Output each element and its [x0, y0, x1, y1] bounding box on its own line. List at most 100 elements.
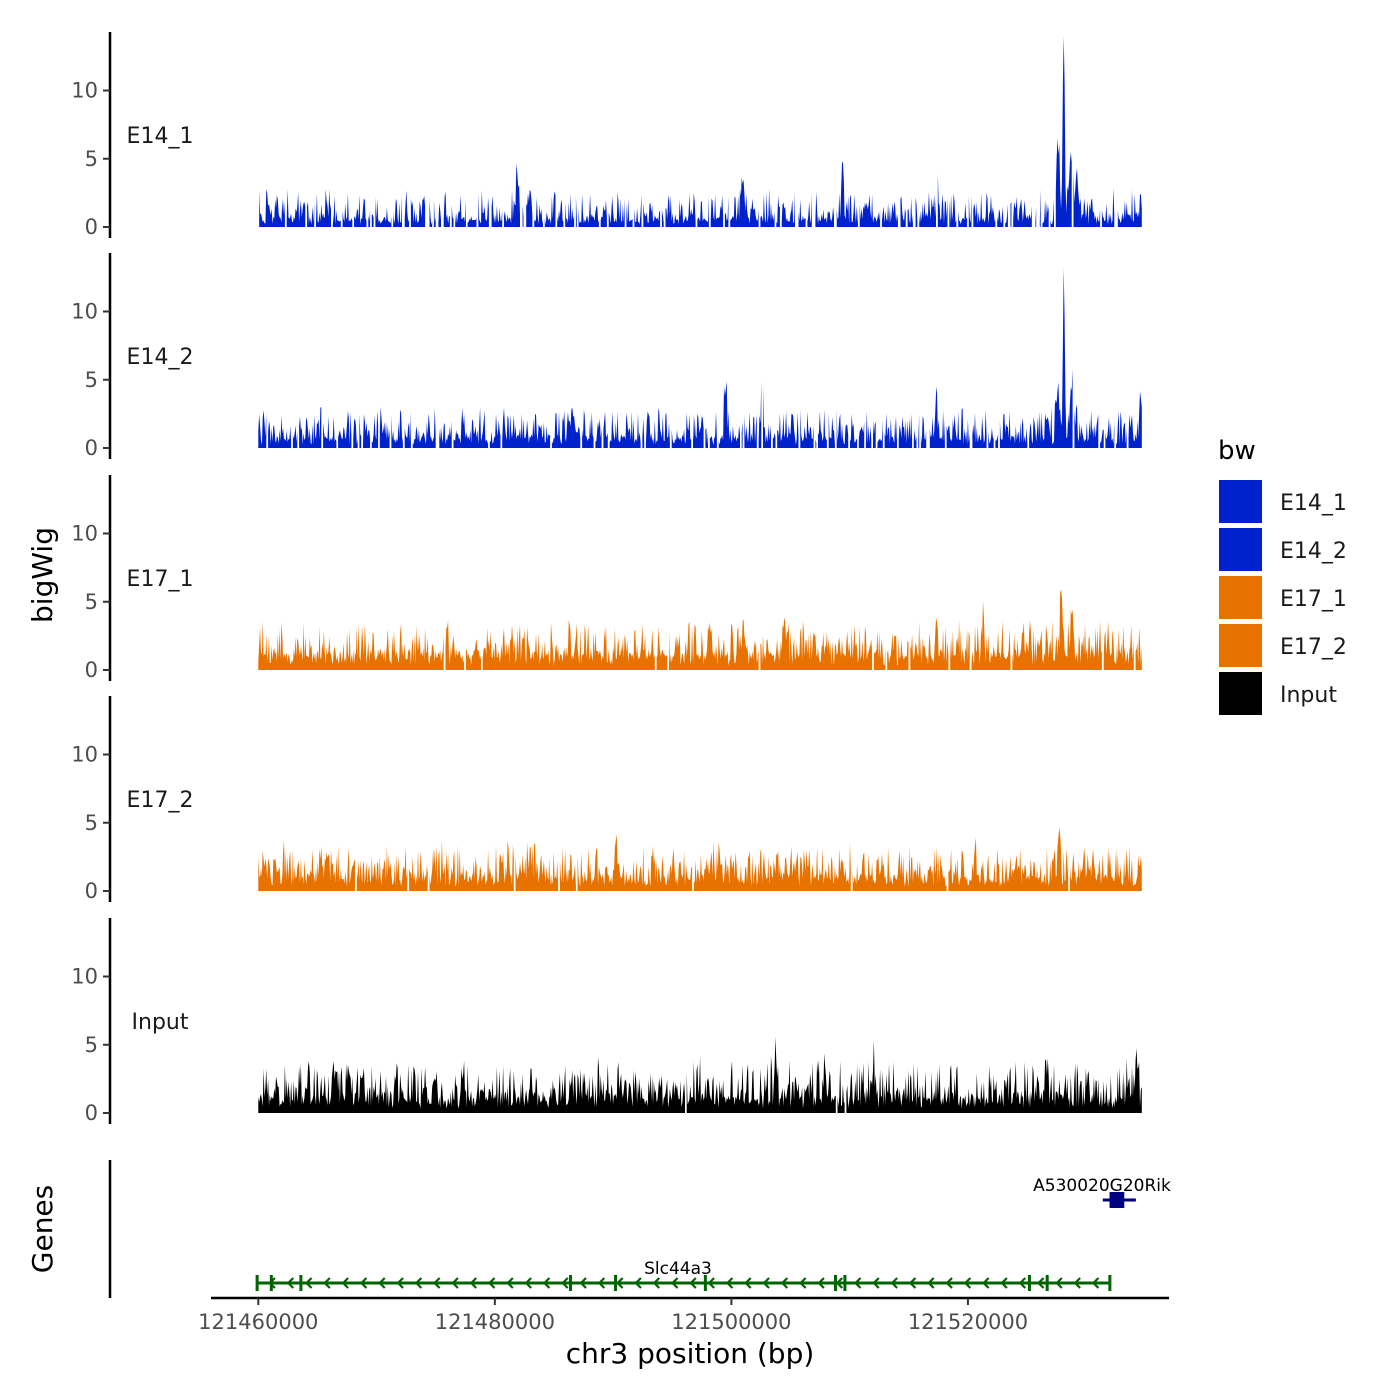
- coverage-area-e14-2: [379, 406, 390, 448]
- bigwig-track-panels: 0 5 10 E14_1 0 5 10 E14_2 0 5 10 E17_1 0 5 10 E17_2 0 5 10…: [71, 32, 1142, 1125]
- coverage-area-e17-1: [1012, 589, 1102, 670]
- coverage-area-e14-1: [859, 194, 881, 227]
- y-tick-label: 10: [71, 79, 98, 103]
- coverage-area-e14-1: [968, 195, 972, 227]
- coverage-area-e14-1: [307, 201, 315, 227]
- coverage-area-e14-2: [718, 381, 740, 448]
- strand-arrow: [817, 1277, 825, 1289]
- coverage-area-e14-1: [522, 205, 524, 227]
- coverage-area-e14-2: [873, 419, 876, 448]
- y-tick-label: 5: [85, 590, 98, 614]
- coverage-area-e14-1: [661, 209, 664, 227]
- coverage-area-e14-2: [268, 415, 292, 448]
- coverage-area-e14-1: [1039, 188, 1041, 227]
- coverage-area-e14-2: [741, 421, 743, 448]
- coverage-area-e14-1: [451, 205, 454, 227]
- coverage-area-e14-2: [1105, 417, 1115, 448]
- gene-exon: [299, 1275, 303, 1291]
- coverage-area-e14-1: [316, 189, 331, 227]
- coverage-area-e17-2: [356, 845, 408, 891]
- coverage-area-e14-1: [915, 197, 918, 227]
- coverage-area-e14-1: [368, 210, 371, 227]
- strand-arrow: [286, 1277, 295, 1289]
- coverage-area-e14-2: [1116, 411, 1127, 448]
- coverage-area-e14-1: [1010, 202, 1012, 227]
- legend-swatch: [1217, 574, 1264, 621]
- coverage-area-e14-2: [338, 410, 352, 448]
- gene-track-panel: Slc44a3 A530020G20Rik: [108, 1160, 1171, 1298]
- coverage-area-e14-1: [565, 193, 575, 227]
- y-tick-label: 0: [85, 658, 98, 682]
- coverage-area-e14-1: [608, 191, 625, 227]
- strand-arrow: [579, 1277, 587, 1289]
- track-panel-input: 0 5 10 Input: [71, 918, 1142, 1125]
- coverage-area-e17-1: [445, 620, 465, 670]
- coverage-area-e14-2: [929, 386, 945, 448]
- strand-arrow: [542, 1277, 551, 1289]
- coverage-area-e14-1: [907, 197, 913, 227]
- coverage-area-input: [846, 1040, 1142, 1113]
- strand-arrow: [433, 1277, 441, 1289]
- coverage-area-e14-2: [898, 413, 913, 448]
- coverage-area-e14-2: [877, 420, 883, 448]
- coverage-area-e14-2: [858, 421, 865, 448]
- coverage-area-e14-1: [919, 191, 936, 227]
- coverage-area-e14-2: [404, 411, 411, 448]
- coverage-area-e14-1: [393, 195, 402, 227]
- track-label: Input: [132, 1010, 189, 1035]
- strand-arrow: [451, 1277, 459, 1289]
- track-label: E17_2: [127, 788, 194, 813]
- strand-arrow: [597, 1277, 606, 1289]
- coverage-area-e14-1: [973, 192, 996, 227]
- coverage-area-e14-2: [1128, 390, 1142, 448]
- coverage-area-e17-2: [409, 850, 428, 891]
- gene-exon: [613, 1275, 617, 1291]
- coverage-area-e14-1: [504, 163, 520, 227]
- coverage-area-e14-2: [705, 427, 708, 448]
- coverage-area-e14-2: [1100, 429, 1104, 448]
- strand-arrow: [780, 1277, 789, 1289]
- coverage-area-e14-1: [665, 192, 696, 227]
- strand-arrow: [487, 1277, 496, 1289]
- coverage-area-e14-1: [1005, 204, 1008, 227]
- coverage-area-e14-1: [433, 199, 436, 227]
- coverage-area-e14-1: [1101, 188, 1115, 227]
- coverage-area-e17-1: [971, 601, 1011, 670]
- coverage-area-e14-2: [920, 416, 927, 448]
- coverage-area-e14-2: [489, 413, 501, 448]
- coverage-area-e14-1: [286, 189, 306, 227]
- coverage-area-e14-1: [526, 189, 533, 227]
- coverage-area-e14-1: [443, 191, 450, 227]
- x-axis-title: chr3 position (bp): [566, 1337, 815, 1370]
- coverage-area-e14-2: [836, 408, 849, 448]
- gene-exon: [1045, 1275, 1049, 1291]
- gene-label: Slc44a3: [644, 1259, 712, 1279]
- legend-label: E14_1: [1280, 491, 1347, 516]
- coverage-area-e17-2: [852, 846, 947, 891]
- coverage-area-e14-2: [299, 407, 322, 448]
- coverage-area-e14-2: [645, 407, 670, 448]
- coverage-area-e17-2: [515, 842, 559, 891]
- coverage-area-e14-2: [995, 434, 999, 448]
- coverage-area-e14-1: [491, 195, 503, 227]
- strand-arrow: [469, 1277, 478, 1289]
- coverage-area-e14-1: [429, 199, 433, 227]
- strand-arrow: [414, 1277, 423, 1289]
- coverage-area-e14-2: [988, 428, 994, 448]
- coverage-area-e14-2: [1074, 404, 1099, 448]
- coverage-area-e14-1: [900, 196, 906, 227]
- coverage-area-e14-2: [763, 386, 771, 448]
- coverage-area-input: [686, 1036, 836, 1113]
- gene-exon: [703, 1275, 707, 1291]
- strand-arrow: [670, 1277, 679, 1289]
- x-tick-label: 121500000: [671, 1310, 791, 1334]
- coverage-area-e14-1: [600, 200, 607, 227]
- coverage-area-e14-2: [918, 414, 920, 448]
- strand-arrow: [1073, 1277, 1081, 1289]
- coverage-area-e14-2: [772, 432, 776, 448]
- coverage-area-e14-2: [258, 410, 267, 448]
- coverage-area-e14-2: [353, 418, 358, 448]
- strand-arrow: [1036, 1277, 1045, 1289]
- track-label: E17_1: [127, 567, 194, 592]
- coverage-area-e14-2: [800, 409, 814, 448]
